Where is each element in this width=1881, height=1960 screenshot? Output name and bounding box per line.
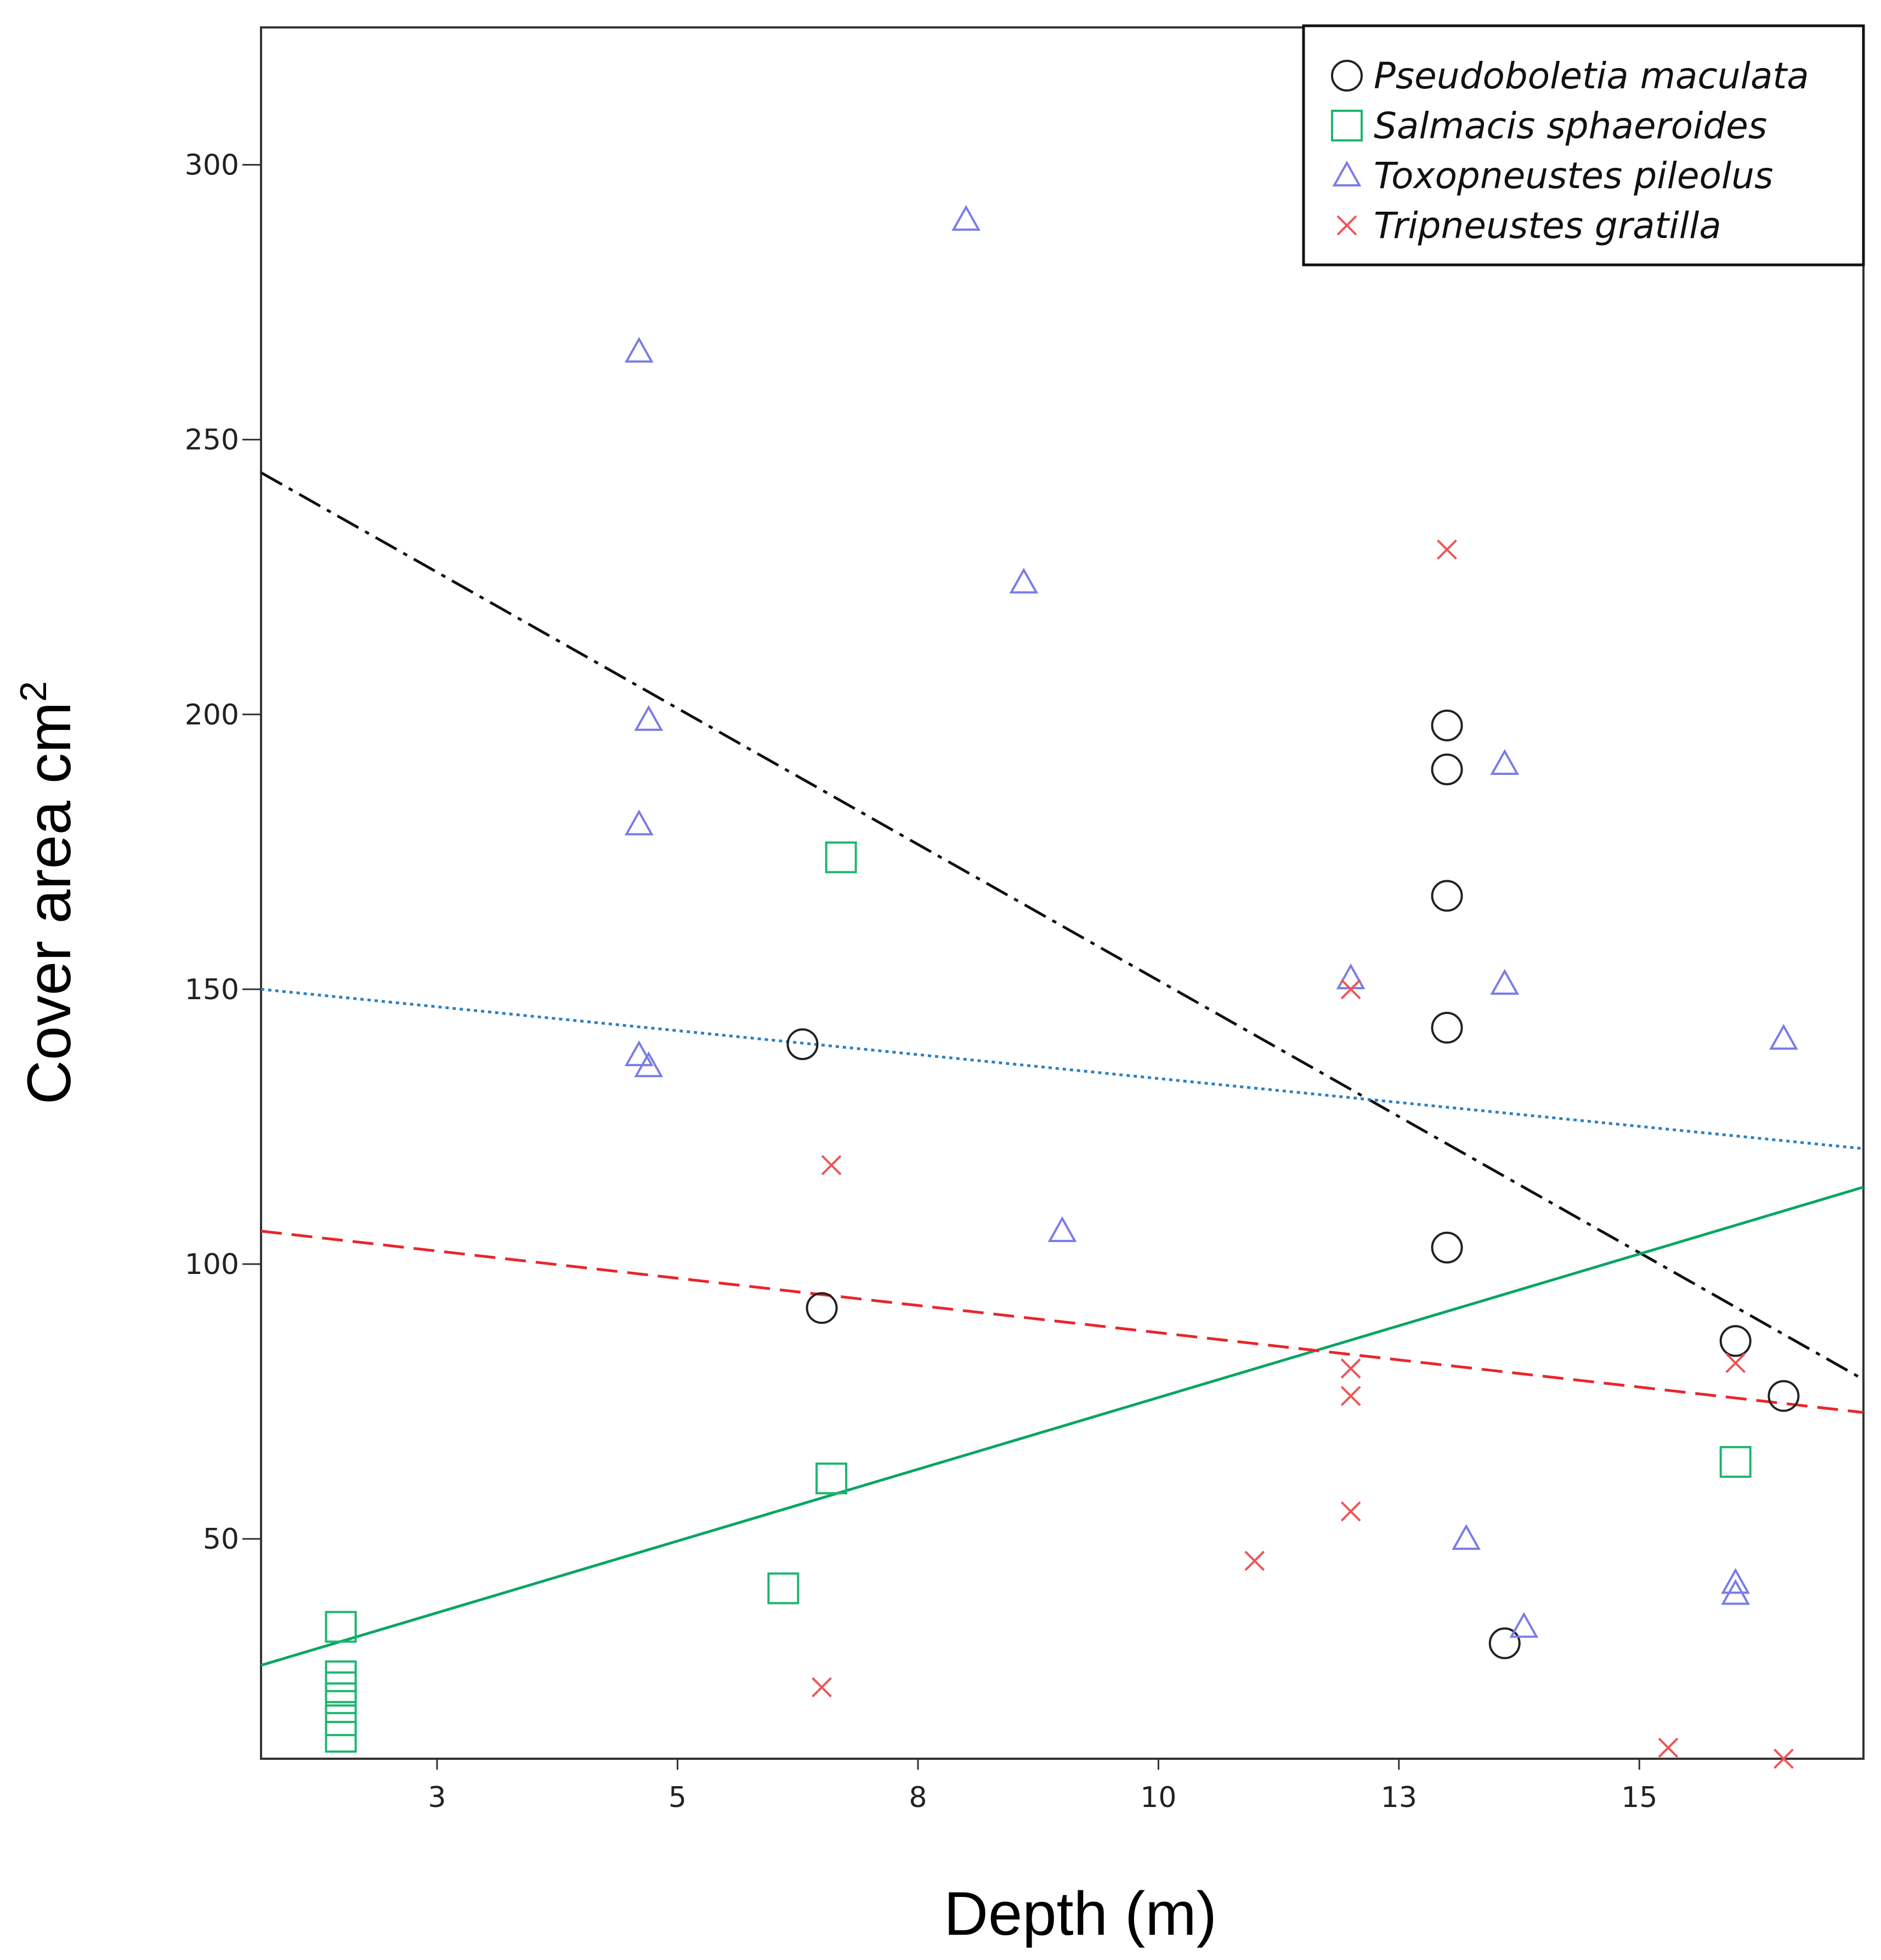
legend: Pseudoboletia maculata Salmacis sphaeroid… [1302, 24, 1865, 267]
point-pseudoboletia-maculata [1488, 1627, 1521, 1659]
legend-marker-x-icon [1336, 215, 1357, 236]
point-toxopneustes-pileolus [1769, 1024, 1798, 1050]
point-toxopneustes-pileolus [1721, 1568, 1750, 1594]
x-tick-label: 8 [909, 1781, 927, 1814]
y-tick-label: 100 [185, 1248, 239, 1281]
x-axis-ticks: 3 5 8 10 13 15 [428, 1759, 1657, 1814]
point-pseudoboletia-maculata [786, 1028, 819, 1061]
x-tick-label: 15 [1621, 1781, 1657, 1814]
point-toxopneustes-pileolus [624, 337, 654, 363]
point-toxopneustes-pileolus [624, 809, 654, 836]
point-tripneustes-gratilla [1437, 539, 1457, 560]
y-axis-title: Cover area cm2 [13, 681, 83, 1104]
fit-line-salmacis-sphaeroides [261, 1186, 1863, 1667]
legend-item: Salmacis sphaeroides [1331, 105, 1767, 147]
legend-item: Tripneustes gratilla [1336, 205, 1721, 247]
point-pseudoboletia-maculata [1431, 1231, 1463, 1264]
legend-marker-square-icon [1331, 110, 1363, 141]
point-tripneustes-gratilla [1340, 979, 1361, 1000]
point-tripneustes-gratilla [1725, 1352, 1746, 1373]
legend-label: Pseudoboletia maculata [1374, 55, 1809, 97]
point-tripneustes-gratilla [821, 1155, 842, 1176]
point-salmacis-sphaeroides [1719, 1446, 1752, 1478]
y-axis-ticks: 50 100 150 200 250 300 [185, 149, 261, 1556]
point-tripneustes-gratilla [1340, 1358, 1361, 1379]
point-salmacis-sphaeroides [767, 1572, 800, 1605]
data-points [325, 205, 1800, 1769]
point-tripneustes-gratilla [1244, 1550, 1265, 1571]
legend-item: Toxopneustes pileolus [1332, 155, 1773, 197]
point-salmacis-sphaeroides [815, 1462, 848, 1494]
legend-item: Pseudoboletia maculata [1331, 55, 1809, 97]
legend-marker-circle-icon [1331, 60, 1363, 92]
point-toxopneustes-pileolus [1721, 1579, 1750, 1605]
x-tick-label: 5 [668, 1781, 687, 1814]
point-tripneustes-gratilla [1340, 1501, 1361, 1522]
legend-label: Tripneustes gratilla [1374, 205, 1721, 247]
point-toxopneustes-pileolus [1490, 968, 1520, 995]
y-tick-label: 50 [203, 1523, 239, 1556]
point-salmacis-sphaeroides [825, 841, 857, 874]
y-axis-title-superscript: 2 [13, 681, 54, 702]
point-tripneustes-gratilla [1658, 1737, 1679, 1758]
point-toxopneustes-pileolus [624, 1040, 654, 1067]
y-axis-title-text: Cover area cm [15, 702, 83, 1104]
point-tripneustes-gratilla [1340, 1386, 1361, 1406]
fit-lines [261, 471, 1863, 1667]
x-tick-label: 3 [428, 1781, 446, 1814]
point-pseudoboletia-maculata [1431, 709, 1463, 741]
legend-box [1302, 24, 1865, 267]
point-toxopneustes-pileolus [1009, 568, 1039, 594]
point-pseudoboletia-maculata [1431, 1012, 1463, 1044]
point-toxopneustes-pileolus [1452, 1524, 1481, 1550]
point-toxopneustes-pileolus [1490, 749, 1520, 775]
point-salmacis-sphaeroides [325, 1611, 357, 1643]
point-toxopneustes-pileolus [634, 705, 664, 731]
point-salmacis-sphaeroides [325, 1704, 357, 1736]
legend-marker-triangle-icon [1332, 160, 1362, 186]
y-tick-label: 200 [185, 699, 239, 732]
point-tripneustes-gratilla [812, 1677, 832, 1698]
point-pseudoboletia-maculata [1431, 754, 1463, 785]
point-pseudoboletia-maculata [806, 1292, 838, 1324]
fit-line-toxopneustes-pileolus [261, 988, 1863, 1151]
point-salmacis-sphaeroides [325, 1720, 357, 1753]
legend-label: Toxopneustes pileolus [1374, 155, 1773, 197]
point-salmacis-sphaeroides [325, 1682, 357, 1714]
point-tripneustes-gratilla [1774, 1748, 1794, 1769]
y-tick-label: 150 [185, 973, 239, 1006]
point-toxopneustes-pileolus [1509, 1612, 1539, 1638]
point-toxopneustes-pileolus [634, 1051, 664, 1078]
fit-line-tripneustes-gratilla [261, 1230, 1863, 1414]
legend-label: Salmacis sphaeroides [1374, 105, 1767, 147]
x-tick-label: 13 [1381, 1781, 1417, 1814]
plot-area [260, 26, 1865, 1760]
x-tick-label: 10 [1140, 1781, 1176, 1814]
point-pseudoboletia-maculata [1767, 1380, 1800, 1412]
y-tick-label: 250 [185, 424, 239, 457]
point-toxopneustes-pileolus [1047, 1216, 1077, 1242]
y-tick-label: 300 [185, 149, 239, 182]
point-pseudoboletia-maculata [1431, 880, 1463, 912]
point-toxopneustes-pileolus [951, 205, 981, 231]
point-pseudoboletia-maculata [1719, 1325, 1752, 1357]
x-axis-title: Depth (m) [944, 1879, 1217, 1948]
